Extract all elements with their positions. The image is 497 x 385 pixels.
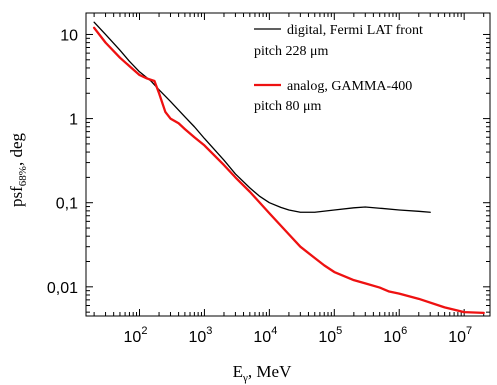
legend: digital, Fermi LAT front pitch 228 μm an… — [254, 23, 423, 114]
axis-tick-labels: 102 103 104 105 106 107 10 1 0,1 0,01 — [47, 27, 472, 346]
y-tick-label: 1 — [69, 112, 78, 129]
y-tick-label: 0,1 — [56, 196, 78, 213]
axis-ticks — [86, 13, 490, 316]
series-line-analog — [92, 26, 485, 315]
y-axis-title: psf68%, deg — [7, 133, 29, 207]
y-tick-label: 10 — [60, 27, 78, 44]
x-tick-label: 105 — [318, 325, 342, 346]
legend-label-digital-line2: pitch 228 μm — [254, 44, 328, 59]
x-axis-title: Eγ, MeV — [233, 362, 292, 384]
x-tick-label: 107 — [448, 325, 472, 346]
x-tick-label: 102 — [124, 325, 148, 346]
x-tick-label: 104 — [253, 325, 277, 346]
series-layer — [92, 21, 485, 315]
y-tick-label: 0,01 — [47, 280, 78, 297]
legend-label-digital: digital, Fermi LAT front — [287, 23, 423, 38]
series-line-digital — [93, 21, 431, 213]
plot-frame — [85, 12, 491, 317]
x-tick-label: 106 — [383, 325, 407, 346]
legend-label-analog-line2: pitch 80 μm — [254, 99, 321, 114]
x-tick-label: 103 — [188, 325, 212, 346]
legend-label-analog: analog, GAMMA-400 — [287, 79, 412, 94]
